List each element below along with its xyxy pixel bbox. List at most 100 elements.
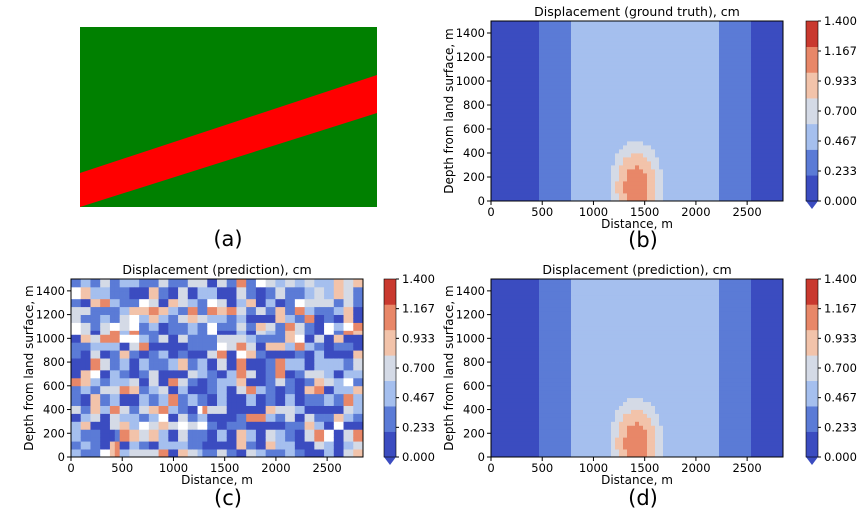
contour-cell bbox=[543, 81, 548, 86]
contour-cell bbox=[523, 105, 528, 110]
contour-cell bbox=[751, 85, 756, 90]
contour-cell bbox=[85, 326, 91, 331]
contour-cell bbox=[763, 117, 768, 122]
contour-cell bbox=[691, 37, 696, 42]
contour-cell bbox=[779, 89, 784, 94]
contour-cell bbox=[547, 37, 552, 42]
contour-cell bbox=[639, 25, 644, 30]
contour-cell bbox=[603, 105, 608, 110]
contour-cell bbox=[703, 33, 708, 38]
contour-cell bbox=[691, 45, 696, 50]
contour-cell bbox=[671, 89, 676, 94]
contour-cell bbox=[779, 57, 784, 62]
contour-cell bbox=[527, 137, 532, 142]
contour-cell bbox=[719, 165, 724, 170]
contour-cell bbox=[627, 149, 632, 154]
contour-cell bbox=[105, 366, 111, 371]
contour-cell bbox=[763, 177, 768, 182]
contour-cell bbox=[615, 105, 620, 110]
contour-cell bbox=[579, 45, 584, 50]
contour-cell bbox=[85, 393, 91, 399]
contour-cell bbox=[543, 181, 548, 186]
contour-cell bbox=[735, 145, 740, 150]
contour-cell bbox=[236, 417, 242, 422]
contour-cell bbox=[731, 141, 736, 146]
contour-cell bbox=[535, 157, 540, 162]
contour-cell bbox=[639, 193, 644, 198]
contour-cell bbox=[539, 89, 544, 94]
contour-cell bbox=[178, 437, 184, 442]
contour-cell bbox=[491, 93, 496, 98]
contour-cell bbox=[643, 145, 648, 150]
contour-cell bbox=[539, 93, 544, 98]
contour-cell bbox=[647, 125, 652, 130]
contour-cell bbox=[100, 282, 106, 288]
contour-cell bbox=[511, 157, 516, 162]
contour-cell bbox=[683, 141, 688, 146]
contour-cell bbox=[555, 153, 560, 158]
contour-cell bbox=[182, 318, 189, 323]
contour-cell bbox=[687, 89, 692, 94]
contour-cell bbox=[555, 69, 560, 74]
contour-cell bbox=[779, 185, 784, 190]
contour-cell bbox=[671, 185, 676, 190]
contour-cell bbox=[627, 109, 632, 114]
contour-cell bbox=[731, 53, 736, 58]
contour-cell bbox=[683, 53, 688, 58]
contour-cell bbox=[202, 358, 208, 363]
contour-cell bbox=[647, 29, 652, 34]
contour-cell bbox=[158, 294, 164, 300]
contour-cell bbox=[591, 105, 596, 110]
contour-cell bbox=[90, 453, 96, 458]
contour-cell bbox=[144, 279, 150, 284]
contour-cell bbox=[202, 282, 208, 288]
contour-cell bbox=[163, 338, 169, 343]
contour-cell bbox=[511, 181, 516, 186]
contour-cell bbox=[207, 342, 213, 347]
contour-cell bbox=[134, 330, 140, 335]
contour-cell bbox=[114, 342, 121, 347]
contour-cell bbox=[647, 81, 652, 86]
contour-cell bbox=[771, 173, 776, 178]
contour-cell bbox=[90, 330, 96, 335]
contour-cell bbox=[739, 53, 744, 58]
contour-cell bbox=[519, 69, 524, 74]
contour-cell bbox=[563, 137, 568, 142]
contour-cell bbox=[707, 197, 712, 202]
contour-cell bbox=[679, 153, 684, 158]
contour-cell bbox=[527, 21, 532, 26]
contour-cell bbox=[647, 69, 652, 74]
contour-cell bbox=[595, 29, 600, 34]
contour-cell bbox=[771, 157, 776, 162]
contour-cell bbox=[779, 193, 784, 198]
contour-cell bbox=[647, 193, 652, 198]
contour-cell bbox=[595, 113, 600, 118]
contour-cell bbox=[587, 177, 592, 182]
contour-cell bbox=[507, 113, 512, 118]
contour-cell bbox=[100, 449, 106, 454]
contour-cell bbox=[595, 61, 600, 66]
contour-cell bbox=[173, 409, 179, 414]
contour-cell bbox=[699, 169, 704, 174]
contour-cell bbox=[615, 157, 620, 162]
contour-cell bbox=[144, 314, 150, 319]
contour-cell bbox=[563, 101, 568, 106]
contour-cell bbox=[723, 81, 728, 86]
contour-cell bbox=[559, 189, 564, 194]
contour-cell bbox=[527, 53, 532, 58]
contour-cell bbox=[579, 33, 584, 38]
contour-cell bbox=[591, 41, 596, 46]
contour-cell bbox=[727, 81, 732, 86]
contour-cell bbox=[679, 21, 684, 26]
contour-cell bbox=[95, 441, 101, 446]
contour-cell bbox=[182, 425, 189, 430]
contour-cell bbox=[163, 302, 169, 308]
contour-cell bbox=[619, 181, 624, 186]
contour-cell bbox=[555, 53, 560, 58]
contour-cell bbox=[719, 153, 724, 158]
contour-cell bbox=[711, 33, 716, 38]
contour-cell bbox=[202, 314, 208, 319]
contour-cell bbox=[527, 69, 532, 74]
contour-cell bbox=[775, 161, 780, 166]
contour-cell bbox=[178, 389, 184, 395]
